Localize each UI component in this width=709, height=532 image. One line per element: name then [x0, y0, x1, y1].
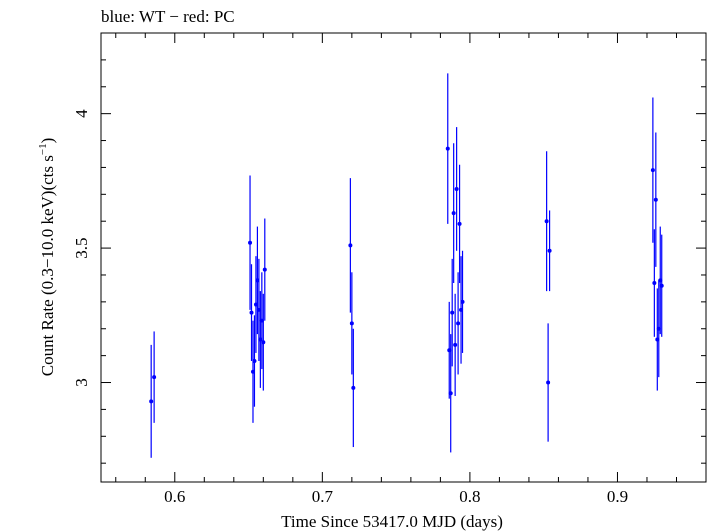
data-point — [348, 243, 353, 248]
data-point — [653, 197, 658, 202]
data-point — [453, 342, 458, 347]
data-point — [349, 321, 354, 326]
data-point — [262, 267, 267, 272]
data-point — [547, 248, 552, 253]
data-point — [450, 310, 455, 315]
x-axis-title: Time Since 53417.0 MJD (days) — [281, 512, 503, 531]
y-axis: 33.54 — [72, 32, 706, 464]
data-point — [454, 186, 459, 191]
y-axis-title-main: Count Rate (0.3−10.0 keV)(cts s — [38, 155, 57, 376]
data-point — [451, 211, 456, 216]
y-axis-title: Count Rate (0.3−10.0 keV)(cts s−1) — [37, 138, 57, 377]
y-axis-title-exponent: −1 — [37, 143, 49, 155]
data-point — [445, 146, 450, 151]
data-point — [650, 168, 655, 173]
y-tick-label: 4 — [72, 109, 91, 118]
x-tick-label: 0.6 — [164, 487, 185, 506]
x-tick-label: 0.8 — [459, 487, 480, 506]
data-point — [652, 281, 657, 286]
chart-header: blue: WT − red: PC — [101, 7, 235, 26]
y-axis-title-close: ) — [38, 138, 57, 144]
y-tick-label: 3.5 — [72, 237, 91, 258]
data-point — [448, 391, 453, 396]
x-axis: 0.6 0.7 0.8 0.9 — [115, 33, 707, 506]
data-point — [152, 375, 157, 380]
data-point — [457, 221, 462, 226]
data-point — [546, 380, 551, 385]
x-tick-label: 0.7 — [312, 487, 334, 506]
data-point — [351, 385, 356, 390]
data-point — [149, 399, 154, 404]
x-tick-label: 0.9 — [607, 487, 628, 506]
data-point — [456, 321, 461, 326]
data-point — [248, 240, 253, 245]
data-point — [261, 340, 266, 345]
data-point — [659, 283, 664, 288]
data-series-wt — [149, 73, 664, 458]
data-point — [460, 299, 465, 304]
y-tick-label: 3 — [72, 378, 91, 387]
data-point — [544, 219, 549, 224]
data-point — [249, 310, 254, 315]
plot-frame — [100, 32, 707, 483]
data-point — [252, 359, 257, 364]
